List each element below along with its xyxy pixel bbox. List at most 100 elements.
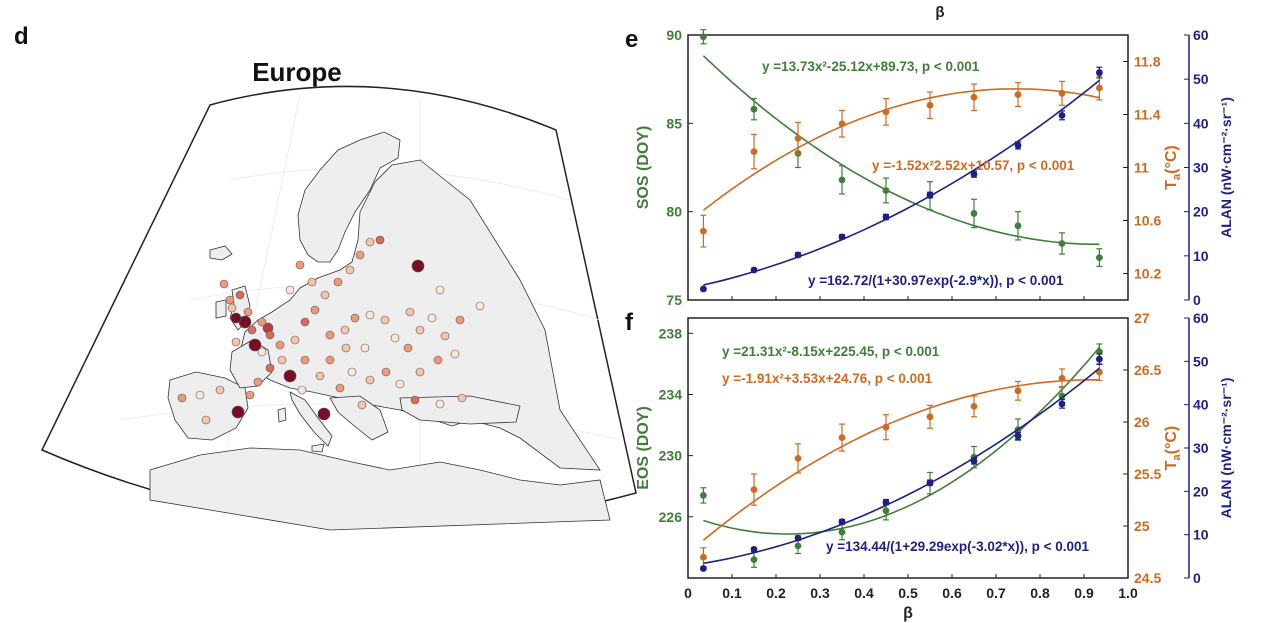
- data-point-right1: [794, 134, 802, 142]
- data-point-left: [882, 187, 890, 194]
- data-point-right1: [970, 403, 978, 410]
- temp-tick-label: 27: [1134, 310, 1150, 326]
- panel-f-letter: f: [625, 309, 634, 336]
- europe-land: [149, 131, 611, 531]
- panel-d: d Europe: [14, 23, 637, 531]
- map-site-marker: [300, 355, 310, 365]
- map-site-marker: [325, 355, 335, 365]
- data-point-left: [1058, 240, 1066, 247]
- data-point-right2: [838, 233, 846, 241]
- data-point-right2: [882, 498, 890, 506]
- data-point-right2: [970, 457, 978, 465]
- map-site-marker: [248, 338, 262, 352]
- map-site-marker: [275, 340, 285, 350]
- alan-tick-label: 30: [1193, 440, 1209, 456]
- map-site-marker: [247, 325, 257, 335]
- x-tick-label: 0.4: [854, 585, 874, 601]
- left-axis-label: EOS (DOY): [635, 406, 652, 490]
- panel-d-letter: d: [14, 23, 29, 50]
- data-point-left: [1014, 222, 1022, 230]
- map-site-marker: [375, 235, 385, 245]
- temp-tick-label: 11.8: [1134, 54, 1161, 70]
- left-tick-label: 238: [659, 325, 683, 341]
- alan-tick-label: 40: [1193, 397, 1209, 413]
- data-point-right1: [1096, 84, 1103, 92]
- x-tick-label: 0.7: [986, 585, 1006, 601]
- map-site-marker: [415, 325, 425, 335]
- map-site-marker: [395, 379, 405, 389]
- fit-curve-right2: [703, 367, 1100, 565]
- map-site-marker: [427, 313, 437, 323]
- fit-annotation-left: y =21.31x²-8.15x+225.45, p < 0.001: [722, 344, 940, 359]
- map-site-marker: [390, 333, 400, 343]
- data-point-right2: [700, 565, 707, 572]
- data-point-right1: [926, 101, 934, 109]
- map-site-marker: [365, 310, 375, 320]
- temp-tick-label: 26: [1134, 414, 1150, 430]
- map-sites: [177, 235, 485, 425]
- map-site-marker: [335, 383, 345, 393]
- map-site-marker: [340, 325, 350, 335]
- fit-annotation-left: y =13.73x²-25.12x+89.73, p < 0.001: [762, 59, 980, 74]
- x-tick-label: 0.1: [722, 585, 742, 601]
- temp-tick-label: 10.2: [1134, 266, 1161, 282]
- alan-tick-label: 20: [1193, 483, 1209, 499]
- map-site-marker: [355, 250, 365, 260]
- data-point-right1: [750, 486, 758, 493]
- map-site-marker: [325, 330, 335, 340]
- map-title: Europe: [252, 57, 342, 87]
- map-site-marker: [435, 399, 445, 409]
- data-point-left: [1058, 392, 1066, 400]
- data-point-left: [700, 33, 707, 41]
- alan-tick-label: 40: [1193, 115, 1209, 131]
- data-point-left: [838, 528, 846, 536]
- panel-e-letter: e: [625, 26, 638, 53]
- map-site-marker: [403, 343, 413, 353]
- data-point-right2: [794, 251, 802, 259]
- panel-f: f 226 230 234 238 24.5 25 25.5 26 26.5 27 0 10 20 30 4…: [625, 309, 1234, 622]
- data-point-right2: [1014, 432, 1022, 440]
- x-tick-label: 0: [684, 585, 692, 601]
- data-point-right1: [1014, 91, 1022, 99]
- data-point-left: [1096, 254, 1103, 261]
- left-tick-label: 75: [666, 292, 682, 308]
- map-site-marker: [257, 317, 267, 327]
- alan-tick-label: 0: [1193, 292, 1201, 308]
- map-site-marker: [310, 305, 320, 315]
- data-point-right1: [1058, 89, 1066, 97]
- map-site-marker: [245, 390, 255, 400]
- data-point-right1: [838, 434, 846, 441]
- temp-tick-label: 25.5: [1134, 466, 1161, 482]
- data-point-right1: [882, 108, 890, 116]
- map-site-marker: [357, 400, 367, 410]
- map-site-marker: [243, 307, 253, 317]
- map-site-marker: [195, 390, 205, 400]
- map-site-marker: [265, 363, 275, 373]
- x-tick-label: 0.2: [766, 585, 786, 601]
- data-point-right1: [970, 93, 978, 101]
- map-site-marker: [380, 315, 390, 325]
- fit-annotation-temp: y =-1.52x²2.52x+10.57, p < 0.001: [872, 158, 1075, 173]
- map-site-marker: [440, 331, 450, 341]
- map-site-marker: [235, 290, 245, 300]
- left-tick-label: 234: [659, 386, 683, 402]
- x-tick-label: 0.3: [810, 585, 830, 601]
- map-site-marker: [227, 303, 237, 313]
- map-site-marker: [177, 393, 187, 403]
- x-tick-label: 0.6: [942, 585, 962, 601]
- data-point-right1: [1014, 387, 1022, 395]
- map-site-marker: [265, 330, 275, 340]
- data-point-right2: [700, 285, 707, 293]
- x-tick-label: 0.5: [898, 585, 918, 601]
- map-site-marker: [475, 301, 485, 311]
- data-point-left: [838, 176, 846, 184]
- left-axis-label: SOS (DOY): [635, 126, 652, 210]
- map-site-marker: [381, 367, 391, 377]
- map-site-marker: [307, 277, 317, 287]
- temp-tick-label: 24.5: [1134, 570, 1161, 586]
- data-point-right1: [882, 423, 890, 431]
- map-site-marker: [320, 290, 330, 300]
- map-site-marker: [231, 337, 241, 347]
- map-site-marker: [347, 367, 357, 377]
